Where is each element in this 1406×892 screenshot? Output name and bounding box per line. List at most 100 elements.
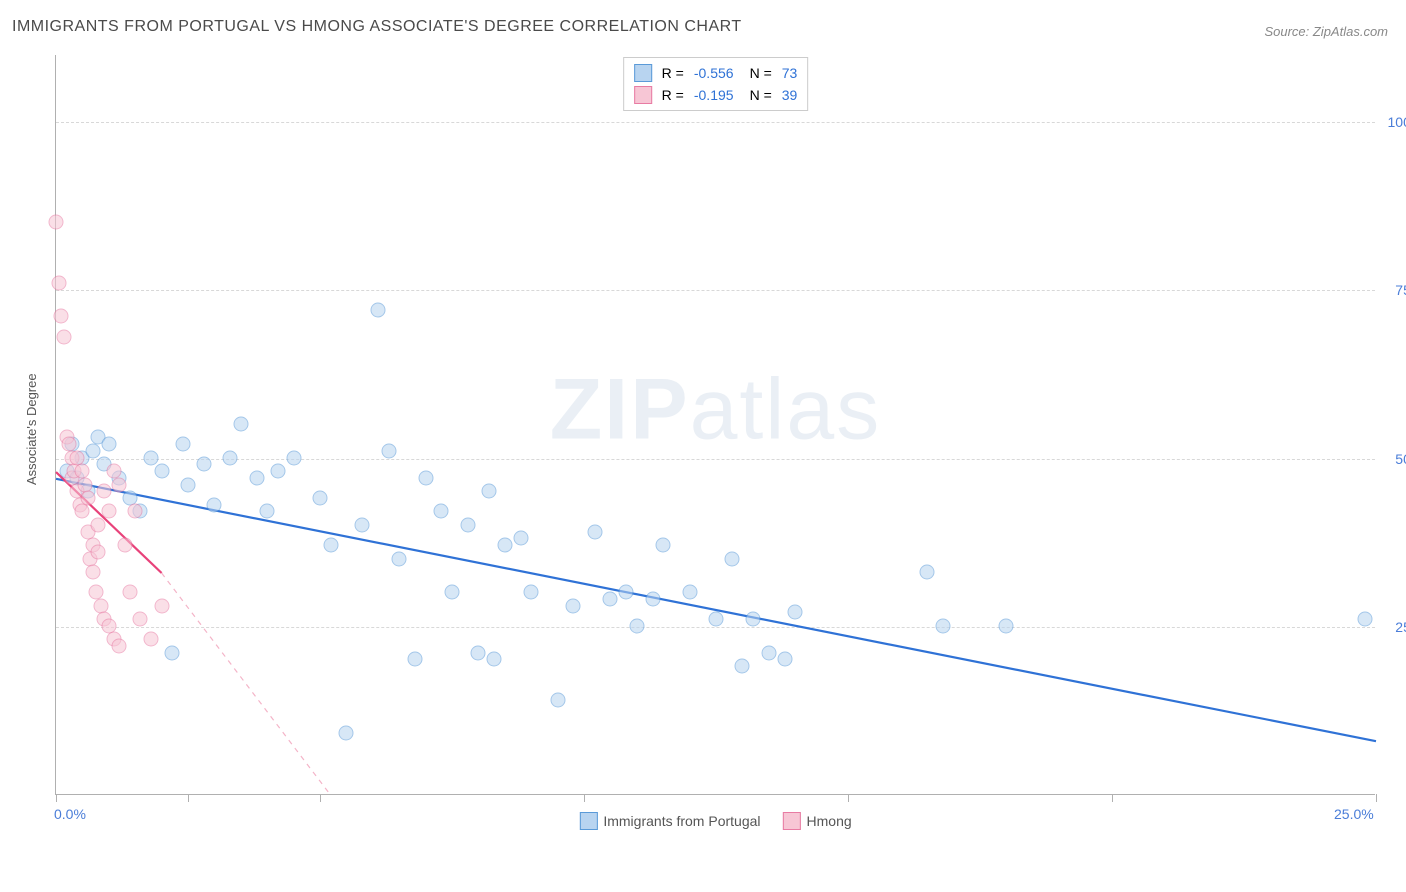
scatter-point-series-1 <box>154 598 169 613</box>
scatter-point-series-0 <box>735 659 750 674</box>
legend-swatch-1 <box>634 86 652 104</box>
scatter-point-series-1 <box>56 329 71 344</box>
tick-x <box>1112 794 1113 802</box>
tick-x <box>848 794 849 802</box>
scatter-point-series-0 <box>788 605 803 620</box>
gridline-h <box>56 122 1375 123</box>
scatter-point-series-0 <box>233 417 248 432</box>
scatter-point-series-0 <box>481 484 496 499</box>
scatter-point-series-0 <box>249 470 264 485</box>
scatter-point-series-1 <box>91 517 106 532</box>
legend-item-0: Immigrants from Portugal <box>579 812 760 830</box>
y-tick-label: 75.0% <box>1385 282 1406 298</box>
scatter-point-series-0 <box>418 470 433 485</box>
scatter-point-series-0 <box>550 692 565 707</box>
scatter-point-series-1 <box>91 544 106 559</box>
scatter-point-series-1 <box>49 215 64 230</box>
trend-lines <box>56 55 1375 794</box>
scatter-point-series-0 <box>566 598 581 613</box>
tick-x <box>56 794 57 802</box>
y-tick-label: 50.0% <box>1385 451 1406 467</box>
x-tick-label: 25.0% <box>1334 806 1374 822</box>
scatter-point-series-0 <box>745 612 760 627</box>
scatter-point-series-0 <box>999 618 1014 633</box>
scatter-point-series-1 <box>85 565 100 580</box>
chart-title: IMMIGRANTS FROM PORTUGAL VS HMONG ASSOCI… <box>12 18 742 36</box>
scatter-point-series-0 <box>392 551 407 566</box>
scatter-point-series-0 <box>323 538 338 553</box>
scatter-point-series-0 <box>524 585 539 600</box>
scatter-point-series-1 <box>122 585 137 600</box>
legend-series: Immigrants from Portugal Hmong <box>579 812 851 830</box>
scatter-point-series-0 <box>920 565 935 580</box>
scatter-point-series-0 <box>371 302 386 317</box>
legend-item-1: Hmong <box>783 812 852 830</box>
n-label: N = <box>750 65 772 81</box>
legend-label-1: Hmong <box>807 813 852 829</box>
scatter-point-series-0 <box>487 652 502 667</box>
r-value-1: -0.195 <box>694 87 734 103</box>
scatter-point-series-1 <box>75 504 90 519</box>
n-value-1: 39 <box>782 87 798 103</box>
scatter-point-series-0 <box>603 591 618 606</box>
scatter-point-series-0 <box>181 477 196 492</box>
scatter-point-series-0 <box>434 504 449 519</box>
scatter-point-series-0 <box>445 585 460 600</box>
scatter-point-series-1 <box>144 632 159 647</box>
scatter-point-series-0 <box>175 437 190 452</box>
scatter-point-series-0 <box>381 443 396 458</box>
scatter-point-series-0 <box>761 645 776 660</box>
scatter-point-series-1 <box>96 484 111 499</box>
scatter-point-series-0 <box>724 551 739 566</box>
scatter-point-series-0 <box>355 517 370 532</box>
scatter-point-series-0 <box>497 538 512 553</box>
watermark-zip: ZIP <box>550 361 690 457</box>
scatter-point-series-0 <box>709 612 724 627</box>
scatter-point-series-0 <box>270 464 285 479</box>
scatter-point-series-1 <box>101 504 116 519</box>
scatter-point-series-1 <box>112 639 127 654</box>
tick-x <box>1376 794 1377 802</box>
scatter-point-series-0 <box>286 450 301 465</box>
y-tick-label: 25.0% <box>1385 619 1406 635</box>
y-axis-label: Associate's Degree <box>24 373 39 485</box>
r-value-0: -0.556 <box>694 65 734 81</box>
watermark: ZIPatlas <box>550 360 881 459</box>
r-label: R = <box>662 65 684 81</box>
scatter-point-series-1 <box>133 612 148 627</box>
gridline-h <box>56 290 1375 291</box>
scatter-point-series-0 <box>165 645 180 660</box>
legend-swatch-0 <box>634 64 652 82</box>
scatter-point-series-1 <box>80 491 95 506</box>
scatter-point-series-0 <box>408 652 423 667</box>
scatter-point-series-0 <box>313 491 328 506</box>
scatter-point-series-0 <box>645 591 660 606</box>
scatter-point-series-0 <box>587 524 602 539</box>
scatter-point-series-0 <box>471 645 486 660</box>
scatter-point-series-1 <box>112 477 127 492</box>
y-tick-label: 100.0% <box>1385 114 1406 130</box>
scatter-point-series-0 <box>260 504 275 519</box>
scatter-point-series-0 <box>101 437 116 452</box>
x-tick-label: 0.0% <box>54 806 86 822</box>
scatter-point-series-0 <box>682 585 697 600</box>
scatter-point-series-0 <box>629 618 644 633</box>
watermark-atlas: atlas <box>690 361 882 457</box>
tick-x <box>320 794 321 802</box>
gridline-h <box>56 627 1375 628</box>
n-label: N = <box>750 87 772 103</box>
scatter-point-series-0 <box>656 538 671 553</box>
legend-row-series-0: R = -0.556 N = 73 <box>634 62 798 84</box>
scatter-point-series-0 <box>154 464 169 479</box>
r-label: R = <box>662 87 684 103</box>
scatter-point-series-0 <box>460 517 475 532</box>
scatter-point-series-0 <box>936 618 951 633</box>
scatter-point-series-0 <box>85 443 100 458</box>
legend-row-series-1: R = -0.195 N = 39 <box>634 84 798 106</box>
scatter-point-series-1 <box>51 275 66 290</box>
gridline-h <box>56 459 1375 460</box>
scatter-point-series-1 <box>54 309 69 324</box>
legend-correlation: R = -0.556 N = 73 R = -0.195 N = 39 <box>623 57 809 111</box>
legend-label-0: Immigrants from Portugal <box>603 813 760 829</box>
source-attribution: Source: ZipAtlas.com <box>1264 24 1388 39</box>
